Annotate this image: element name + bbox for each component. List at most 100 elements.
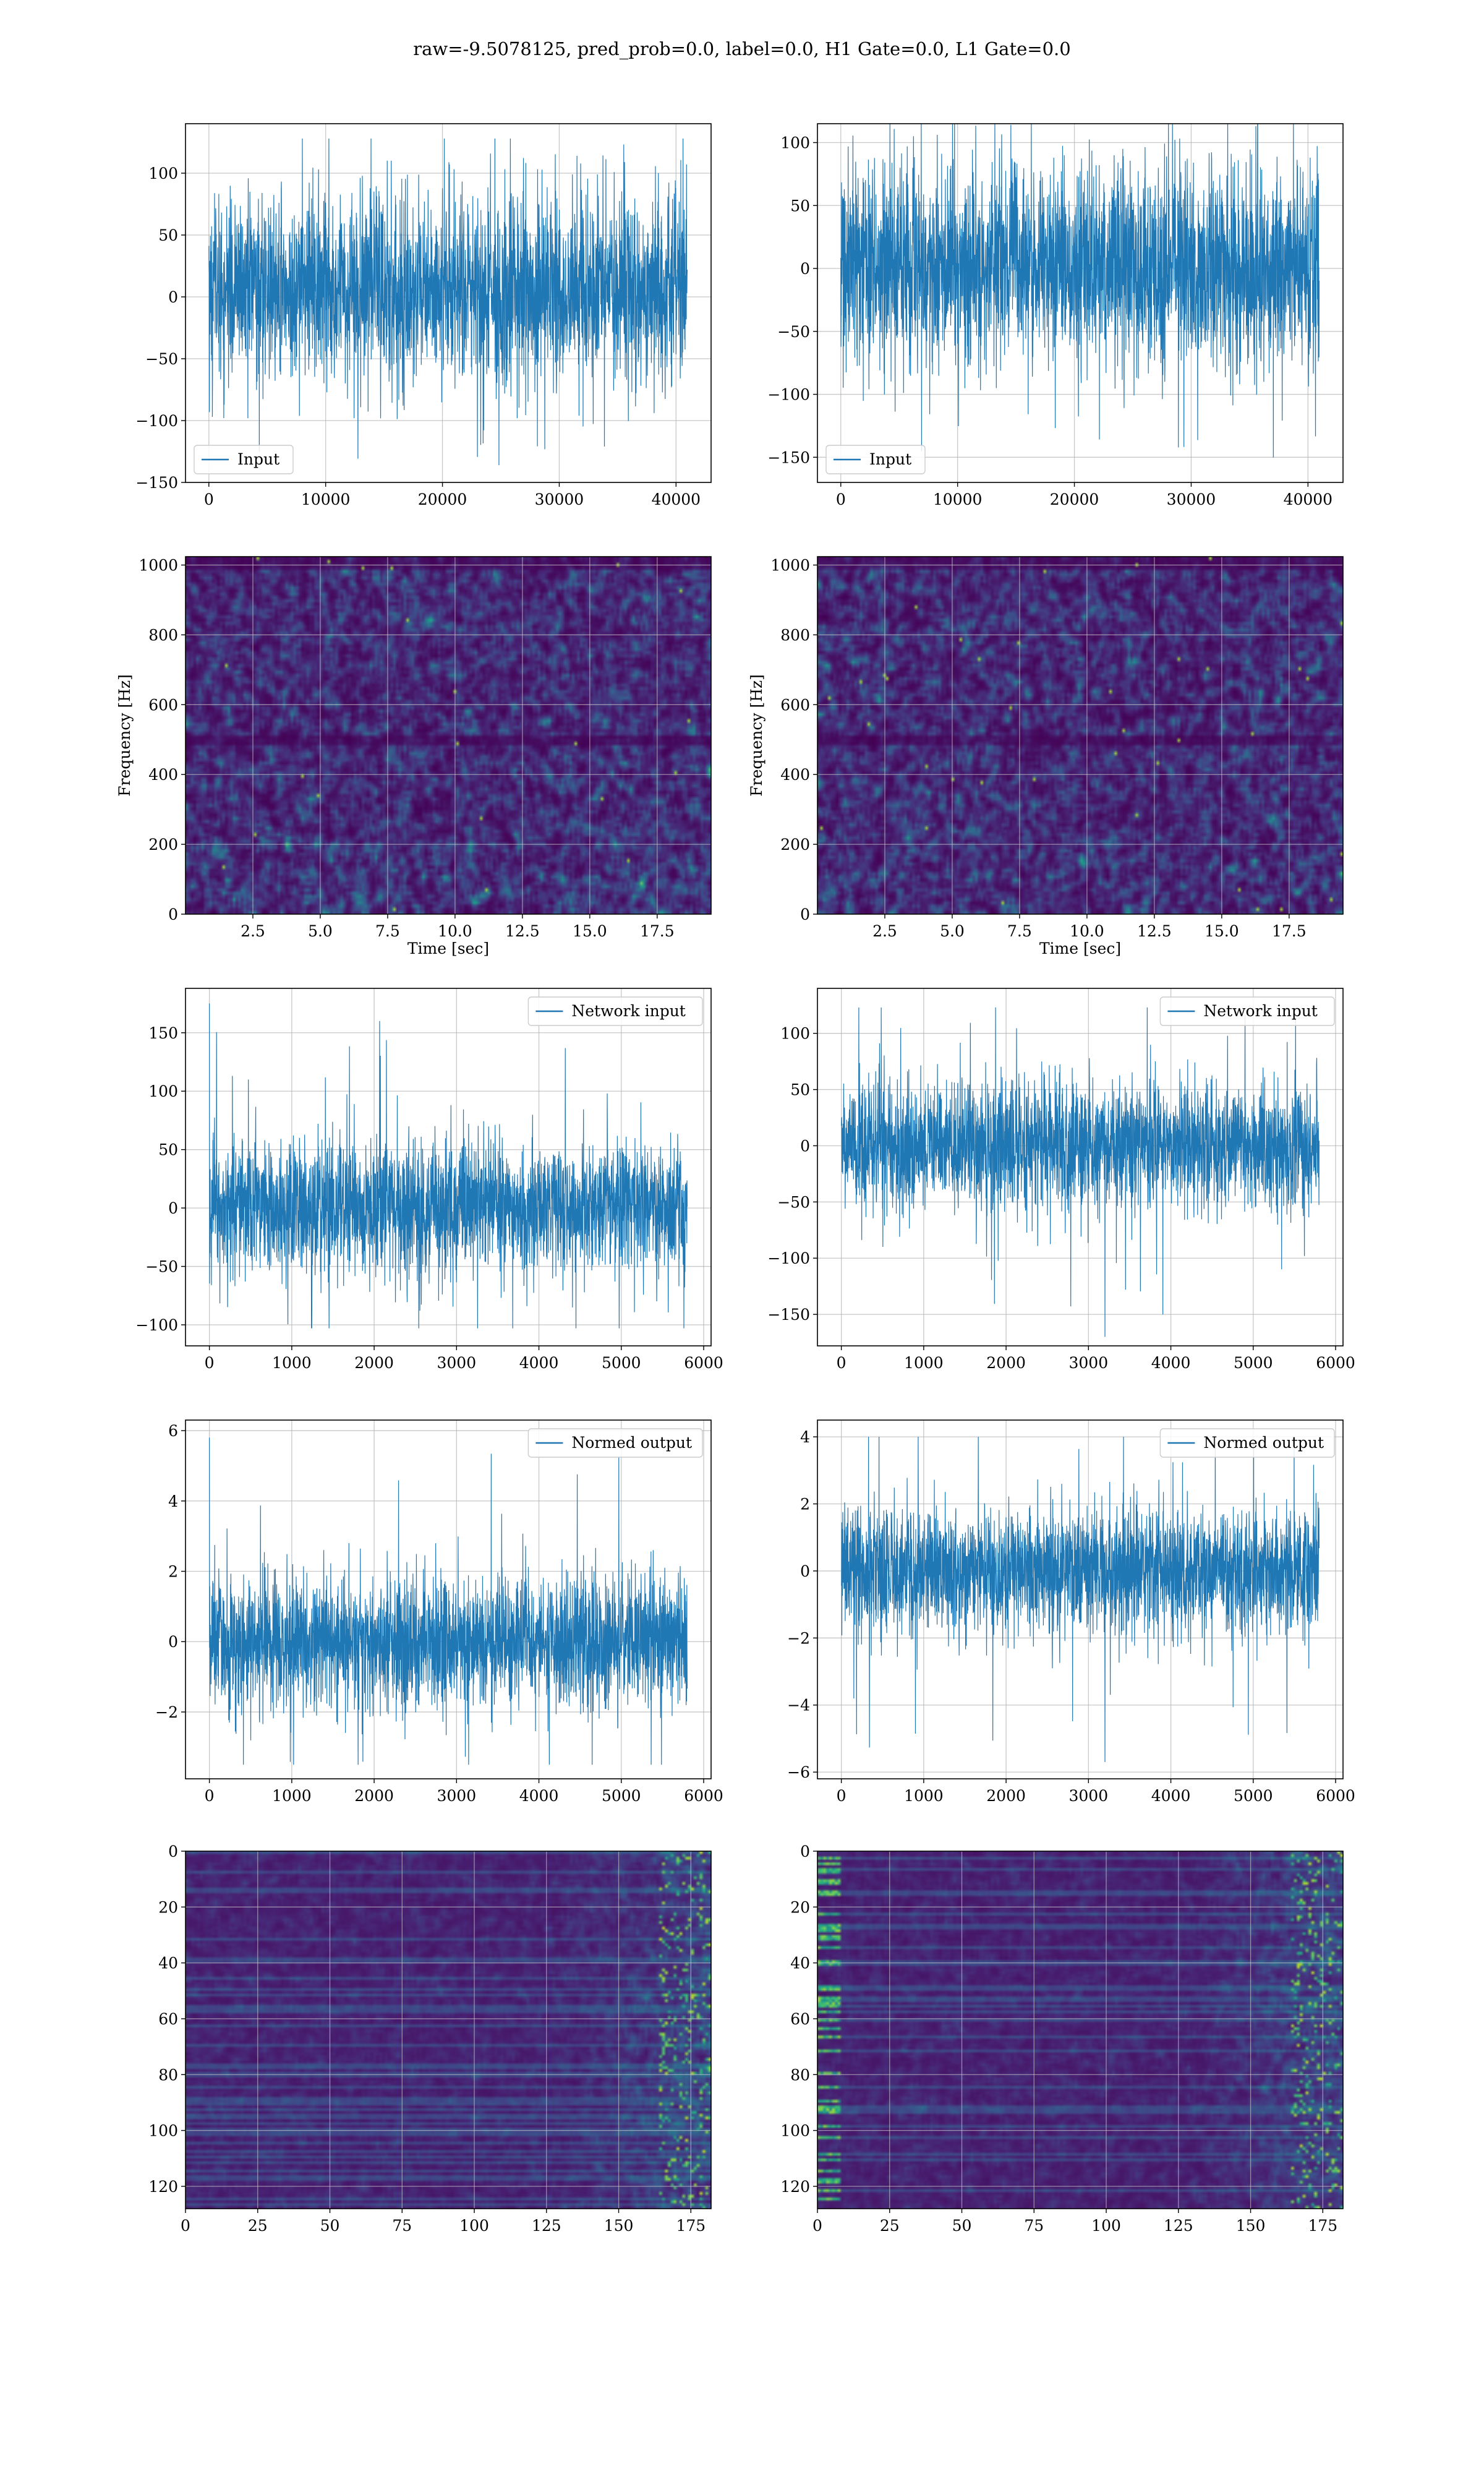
y-tick-label: −100 xyxy=(135,412,178,430)
y-tick-label: 100 xyxy=(780,1025,810,1043)
y-tick-label: −100 xyxy=(767,386,810,404)
legend-label: Normed output xyxy=(571,1434,692,1452)
y-tick-label: 0 xyxy=(168,905,178,923)
y-tick-label: −6 xyxy=(787,1763,810,1781)
x-tick-label: 2000 xyxy=(986,1354,1026,1372)
y-tick-label: 20 xyxy=(158,1898,178,1916)
axes-frame-network-input-h1 xyxy=(185,988,712,1346)
x-tick-label: 5.0 xyxy=(940,922,965,940)
y-tick-label: 100 xyxy=(148,1082,178,1100)
x-tick-label: 0 xyxy=(204,490,214,508)
x-tick-label: 5.0 xyxy=(308,922,333,940)
y-tick-label: 400 xyxy=(148,766,178,784)
legend-network-input-h1: Network input xyxy=(527,996,703,1026)
series-line-normed-output-l1 xyxy=(841,1437,1320,1762)
plot-area-input-h1 xyxy=(186,124,711,482)
heatmap-image-spectrogram-h1 xyxy=(186,557,711,914)
y-tick-label: 120 xyxy=(148,2178,178,2196)
series-line-input-l1 xyxy=(840,124,1320,458)
axes-frame-network-input-l1 xyxy=(817,988,1344,1346)
y-tick-label: 40 xyxy=(158,1954,178,1972)
plot-area-spectrogram-h1 xyxy=(186,557,711,914)
x-tick-label: 10.0 xyxy=(1070,922,1104,940)
y-tick-label: −2 xyxy=(787,1629,810,1647)
x-tick-label: 7.5 xyxy=(1007,922,1032,940)
y-tick-label: 100 xyxy=(780,134,810,152)
x-tick-label: 3000 xyxy=(437,1354,477,1372)
y-tick-label: 600 xyxy=(780,696,810,714)
y-tick-label: −4 xyxy=(787,1697,810,1714)
x-axis-label: Time [sec] xyxy=(407,940,489,957)
chart-network-input-h1: 0 1000 2000 3000 4000 5000 6000 −100 −50 0 50 100 15… xyxy=(135,988,723,1372)
legend-box xyxy=(1159,996,1335,1026)
legend-label: Network input xyxy=(1203,1002,1317,1020)
y-tick-label: 20 xyxy=(790,1898,810,1916)
y-tick-label: 100 xyxy=(148,2122,178,2140)
x-tick-label: 12.5 xyxy=(1137,922,1172,940)
grid-network-input-l1 xyxy=(817,988,1343,1346)
y-tick-label: 1000 xyxy=(770,557,810,575)
y-tick-label: 0 xyxy=(168,1633,178,1651)
x-tick-label: 0 xyxy=(836,490,846,508)
grid-feature-map-h1 xyxy=(186,1851,711,2209)
y-tick-label: 1000 xyxy=(139,557,178,575)
heatmap-image-feature-map-h1 xyxy=(186,1851,711,2209)
x-tick-label: 7.5 xyxy=(375,922,400,940)
y-tick-label: 800 xyxy=(148,626,178,644)
y-tick-label: 0 xyxy=(800,1137,810,1155)
y-tick-label: −100 xyxy=(767,1249,810,1267)
x-tick-label: 5000 xyxy=(1234,1354,1273,1372)
chart-network-input-l1: 0 1000 2000 3000 4000 5000 6000 −150 −100 −50 0 50 1… xyxy=(767,988,1355,1372)
x-tick-label: 2000 xyxy=(354,1354,394,1372)
y-tick-label: 60 xyxy=(790,2010,810,2028)
y-tick-label: −150 xyxy=(767,448,810,466)
chart-feature-map-h1: 0 25 50 75 100 125 150 175 0 20 40 60 80 100 120 xyxy=(148,1843,712,2235)
x-tick-label: 25 xyxy=(880,2217,900,2235)
x-tick-label: 10000 xyxy=(933,490,983,508)
x-tick-label: 75 xyxy=(1024,2217,1044,2235)
axes-frame-normed-output-h1 xyxy=(185,1419,712,1779)
y-tick-label: 6 xyxy=(168,1422,178,1440)
x-tick-label: 0 xyxy=(812,2217,822,2235)
figure-title: raw=-9.5078125, pred_prob=0.0, label=0.0… xyxy=(413,38,1071,59)
legend-label: Input xyxy=(237,450,279,468)
y-tick-label: 0 xyxy=(800,1562,810,1580)
x-tick-label: 5000 xyxy=(1234,1787,1273,1805)
heatmap-image-spectrogram-l1 xyxy=(817,557,1343,914)
plot-area-network-input-l1 xyxy=(817,988,1343,1346)
series-line-network-input-l1 xyxy=(841,1007,1320,1337)
y-tick-label: 100 xyxy=(780,2122,810,2140)
legend-label: Network input xyxy=(571,1002,685,1020)
y-tick-label: 200 xyxy=(148,836,178,854)
plot-area-normed-output-l1 xyxy=(817,1420,1343,1779)
x-tick-label: 6000 xyxy=(1316,1354,1355,1372)
x-tick-label: 15.0 xyxy=(573,922,607,940)
x-tick-label: 2000 xyxy=(354,1787,394,1805)
legend-box xyxy=(194,445,294,474)
x-tick-label: 3000 xyxy=(1069,1354,1109,1372)
axes-frame-spectrogram-h1 xyxy=(185,556,712,915)
y-tick-label: 100 xyxy=(148,165,178,182)
x-tick-label: 125 xyxy=(1164,2217,1193,2235)
y-tick-label: 150 xyxy=(148,1024,178,1042)
plot-area-normed-output-h1 xyxy=(186,1420,711,1779)
axes-frame-feature-map-h1 xyxy=(185,1851,712,2209)
axes-frame-input-l1 xyxy=(817,123,1344,483)
y-tick-label: 0 xyxy=(168,288,178,306)
x-tick-label: 175 xyxy=(1308,2217,1337,2235)
series-line-normed-output-h1 xyxy=(209,1437,688,1765)
y-tick-label: 80 xyxy=(790,2066,810,2084)
plot-area-network-input-h1 xyxy=(186,988,711,1346)
legend-box xyxy=(825,445,926,474)
x-tick-label: 150 xyxy=(604,2217,634,2235)
plot-area-feature-map-l1 xyxy=(817,1851,1343,2209)
y-tick-label: 0 xyxy=(168,1199,178,1217)
chart-spectrogram-h1: 2.5 5.0 7.5 10.0 12.5 15.0 17.5 0 200 400 600 800 10… xyxy=(116,556,712,957)
legend-normed-output-h1: Normed output xyxy=(527,1428,703,1458)
x-tick-label: 1000 xyxy=(272,1354,312,1372)
legend-box xyxy=(1159,1428,1335,1458)
x-tick-label: 3000 xyxy=(1069,1787,1109,1805)
legend-input-h1: Input xyxy=(194,445,294,474)
y-tick-label: 50 xyxy=(158,226,178,244)
